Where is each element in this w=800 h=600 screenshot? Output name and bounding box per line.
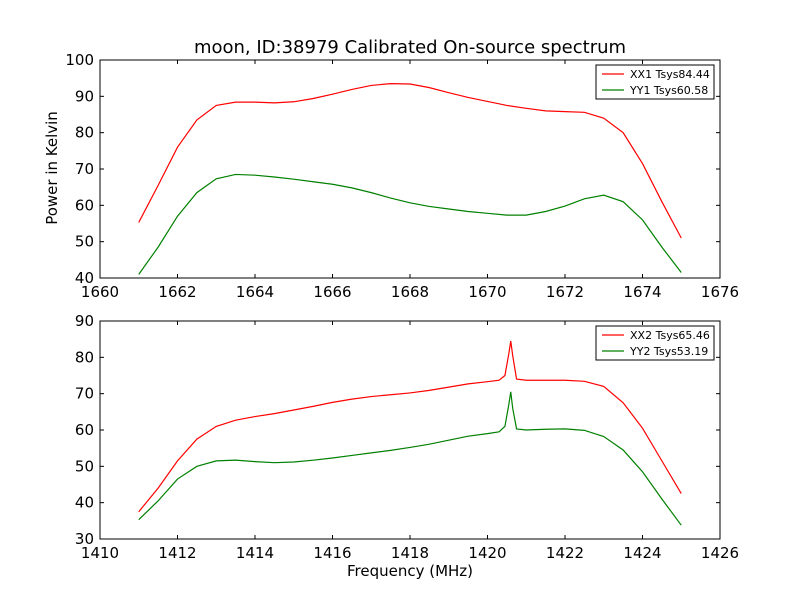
- series-line-1-2: [138, 173, 682, 275]
- x-axis-label: Frequency (MHz): [347, 562, 473, 580]
- y-tick-label: 90: [75, 87, 94, 105]
- y-tick-label: 80: [75, 124, 94, 142]
- x-tick-label: 1412: [158, 544, 196, 562]
- x-tick-label: 1660: [81, 283, 119, 301]
- x-tick-label: 1666: [313, 283, 351, 301]
- y-tick-label: 40: [75, 269, 94, 287]
- x-tick-label: 1670: [468, 283, 506, 301]
- x-tick-label: 1674: [623, 283, 661, 301]
- legend-2: XX2 Tsys65.46 YY2 Tsys53.19: [595, 325, 715, 361]
- series-line-1-1: [138, 83, 682, 239]
- y-tick-label: 70: [75, 385, 94, 403]
- x-tick-label: 1422: [546, 544, 584, 562]
- legend-label: YY1 Tsys60.58: [629, 84, 708, 97]
- x-tick-label: 1416: [313, 544, 351, 562]
- y-tick-label: 60: [75, 196, 94, 214]
- y-tick-label: 70: [75, 160, 94, 178]
- x-tick-label: 1676: [701, 283, 739, 301]
- x-tick-label: 1410: [81, 544, 119, 562]
- y-tick-label: 60: [75, 421, 94, 439]
- x-tick-label: 1424: [623, 544, 661, 562]
- x-tick-label: 1420: [468, 544, 506, 562]
- y-axis-label: Power in Kelvin: [43, 111, 61, 225]
- y-tick-label: 40: [75, 494, 94, 512]
- legend-1: XX1 Tsys84.44 YY1 Tsys60.58: [595, 64, 715, 100]
- series-line-2-1: [138, 340, 682, 513]
- x-tick-label: 1668: [391, 283, 429, 301]
- legend-box: [595, 325, 715, 361]
- legend-label: XX1 Tsys84.44: [630, 68, 710, 81]
- x-tick-label: 1662: [158, 283, 196, 301]
- x-tick-label: 1672: [546, 283, 584, 301]
- y-tick-label: 90: [75, 312, 94, 330]
- y-tick-label: 50: [75, 457, 94, 475]
- series-line-2-2: [138, 391, 682, 526]
- x-tick-label: 1414: [236, 544, 274, 562]
- y-tick-label: 80: [75, 348, 94, 366]
- y-tick-label: 30: [75, 530, 94, 548]
- chart-panel-2: 1410 1412 1414 1416 1418 1420 1422 1424 1426 30 40…: [75, 312, 739, 562]
- x-tick-label: 1418: [391, 544, 429, 562]
- x-tick-label: 1426: [701, 544, 739, 562]
- x-tick-label: 1664: [236, 283, 274, 301]
- y-tick-label: 100: [65, 51, 94, 69]
- legend-box: [595, 64, 715, 100]
- legend-label: XX2 Tsys65.46: [630, 329, 710, 342]
- chart-title: moon, ID:38979 Calibrated On-source spec…: [194, 37, 626, 58]
- y-tick-label: 50: [75, 233, 94, 251]
- charts-layer: 1660 1662 1664 1666 1668 1670 1672 1674 1676 40 50…: [65, 51, 739, 562]
- chart-panel-1: 1660 1662 1664 1666 1668 1670 1672 1674 1676 40 50…: [65, 51, 739, 301]
- legend-label: YY2 Tsys53.19: [629, 345, 708, 358]
